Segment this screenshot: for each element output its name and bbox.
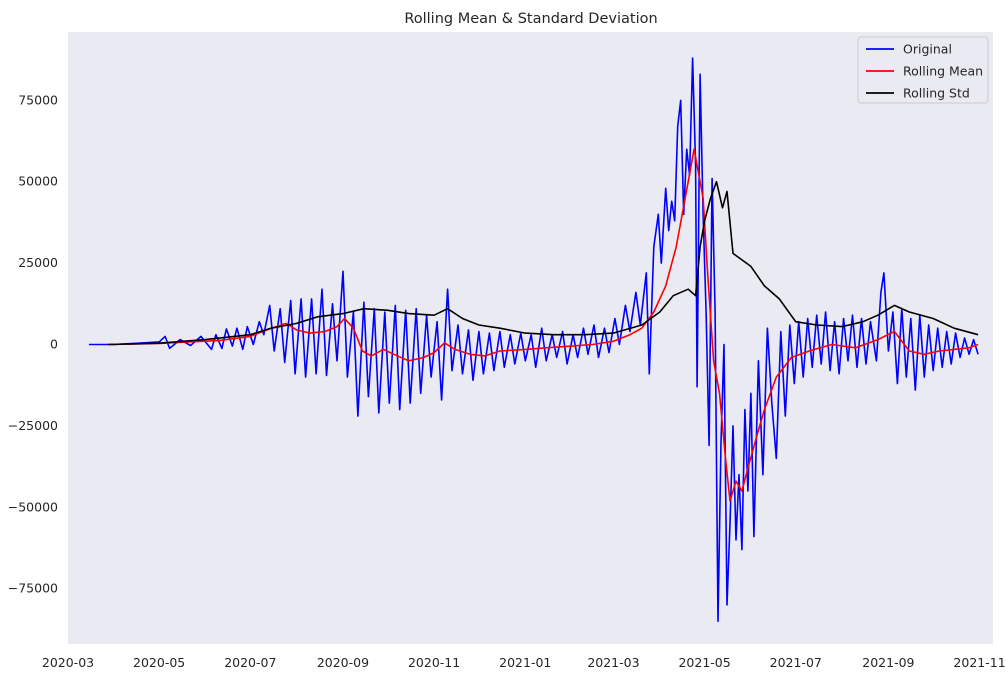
y-tick-label: −75000 (8, 581, 58, 596)
series-layer (88, 57, 979, 622)
x-tick-label: 2021-03 (587, 655, 639, 670)
legend: Original Rolling Mean Rolling Std (857, 36, 989, 104)
y-axis: 75000 50000 25000 0 −25000 −50000 −75000 (8, 92, 58, 595)
x-tick-label: 2020-07 (224, 655, 276, 670)
legend-label: Original (903, 42, 952, 57)
x-tick-label: 2020-03 (42, 655, 94, 670)
legend-box (857, 36, 989, 104)
y-tick-label: 50000 (18, 174, 58, 189)
y-tick-label: 0 (50, 337, 58, 352)
x-tick-label: 2021-07 (770, 655, 822, 670)
y-tick-label: −50000 (8, 499, 58, 514)
x-tick-label: 2020-11 (408, 655, 460, 670)
x-tick-label: 2021-05 (678, 655, 730, 670)
x-tick-label: 2021-09 (862, 655, 914, 670)
x-tick-label: 2020-09 (317, 655, 369, 670)
x-tick-label: 2020-05 (133, 655, 185, 670)
y-tick-label: 75000 (18, 92, 58, 107)
x-axis: 2020-03 2020-05 2020-07 2020-09 2020-11 2021-… (42, 655, 1006, 670)
series-line-rolling-std (108, 180, 979, 346)
y-tick-label: 25000 (18, 255, 58, 270)
x-tick-label: 2021-01 (499, 655, 551, 670)
legend-label: Rolling Std (903, 86, 970, 101)
chart-title: Rolling Mean & Standard Deviation (404, 11, 657, 27)
series-line-rolling-mean (108, 148, 979, 502)
y-tick-label: −25000 (8, 418, 58, 433)
x-tick-label: 2021-11 (953, 655, 1005, 670)
legend-label: Rolling Mean (903, 64, 983, 79)
